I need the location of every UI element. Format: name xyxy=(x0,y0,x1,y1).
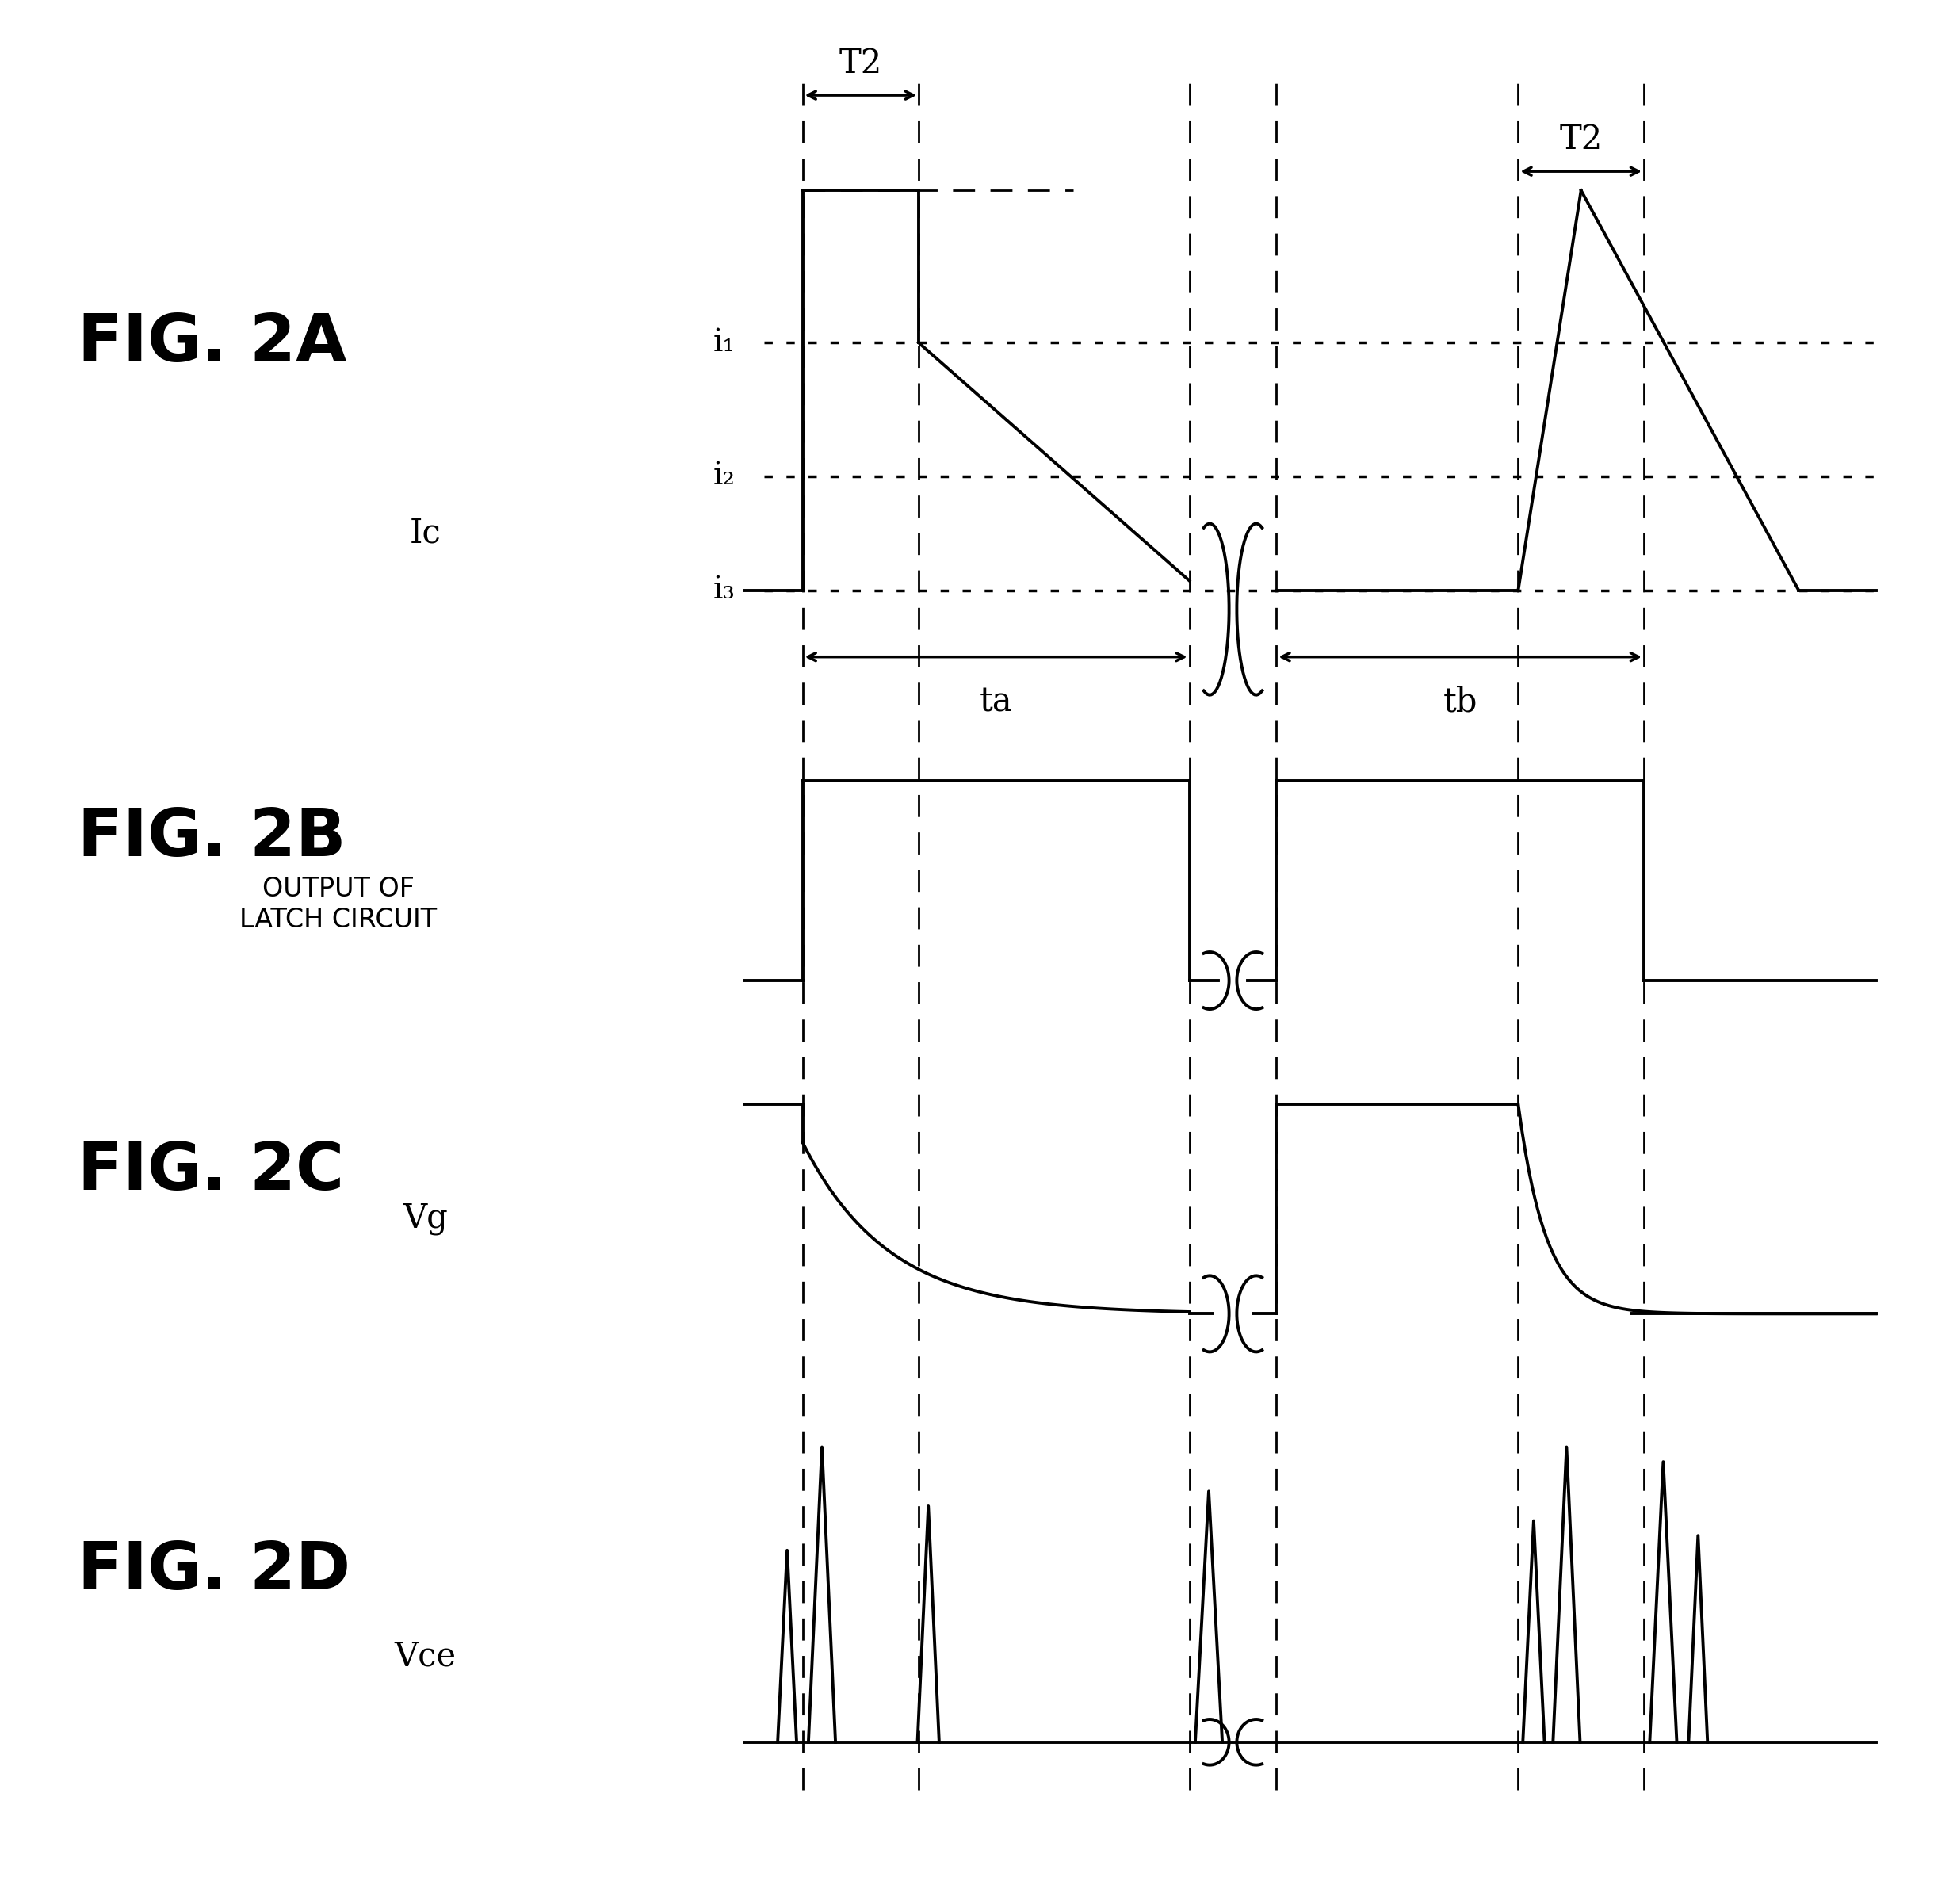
Text: OUTPUT OF
LATCH CIRCUIT: OUTPUT OF LATCH CIRCUIT xyxy=(240,876,437,933)
Text: FIG. 2A: FIG. 2A xyxy=(77,310,346,375)
Text: ta: ta xyxy=(979,685,1013,718)
Text: FIG. 2D: FIG. 2D xyxy=(77,1538,350,1603)
Text: tb: tb xyxy=(1443,685,1478,718)
Text: i₃: i₃ xyxy=(714,575,735,605)
Text: Ic: Ic xyxy=(410,516,441,550)
Text: FIG. 2C: FIG. 2C xyxy=(77,1139,344,1203)
Text: i₁: i₁ xyxy=(714,327,735,358)
Text: Vg: Vg xyxy=(402,1201,449,1236)
Text: T2: T2 xyxy=(839,48,882,80)
Text: T2: T2 xyxy=(1559,124,1603,156)
Text: i₂: i₂ xyxy=(714,461,735,491)
Text: FIG. 2B: FIG. 2B xyxy=(77,805,346,870)
Text: Vce: Vce xyxy=(395,1639,456,1674)
